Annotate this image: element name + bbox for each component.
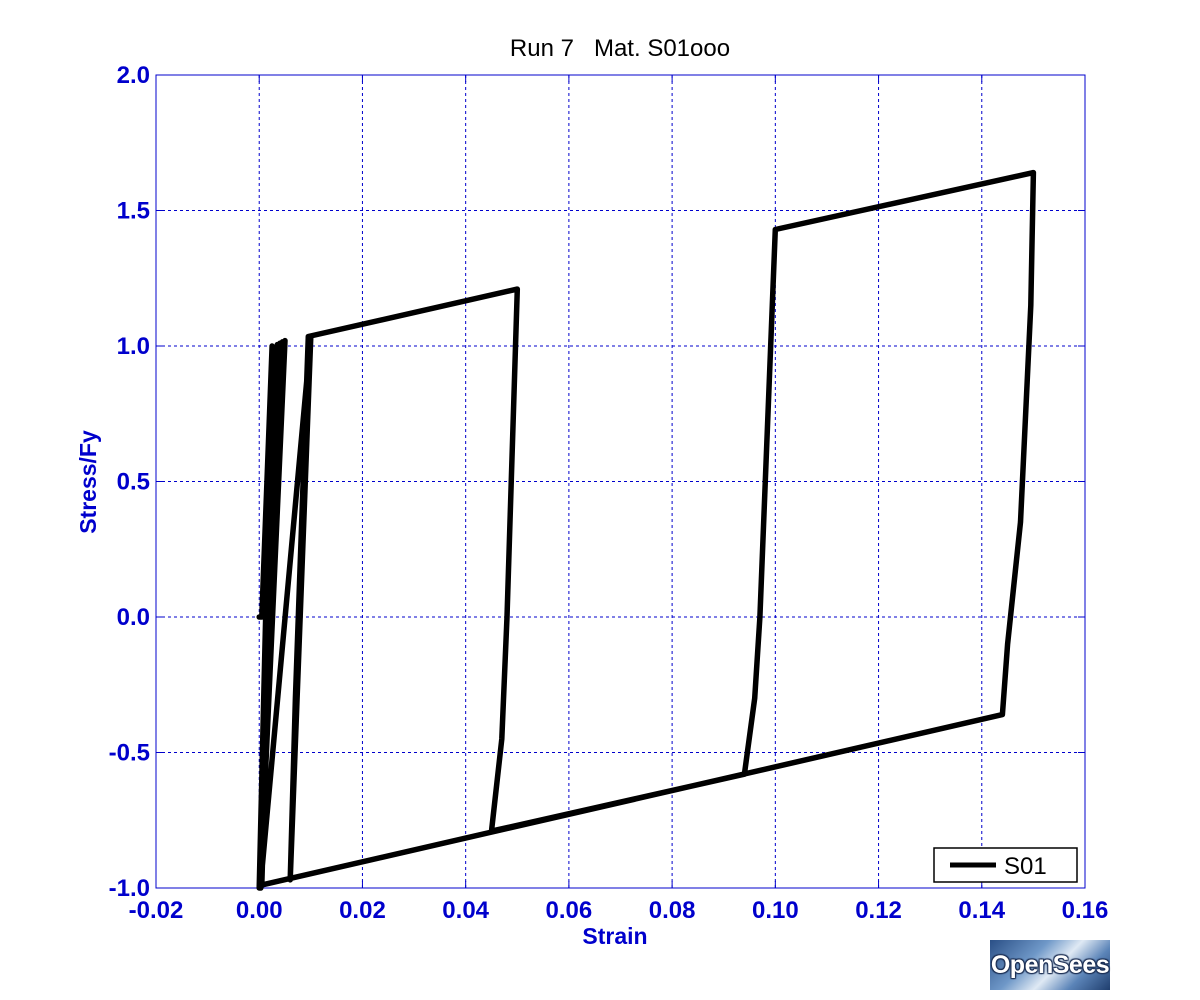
x-tick-labels: -0.02 0.00 0.02 0.04 0.06 0.08 0.10 0.12 0.14 0.1…	[129, 897, 1109, 924]
y-tick-label: 0.5	[117, 469, 150, 496]
x-tick-label: -0.02	[129, 897, 184, 924]
x-tick-label: 0.10	[752, 897, 799, 924]
x-tick-label: 0.08	[649, 897, 696, 924]
y-tick-label: -0.5	[109, 740, 150, 767]
y-tick-label: 2.0	[117, 62, 150, 89]
grid	[156, 75, 1085, 888]
opensees-logo: OpenSees	[990, 940, 1110, 990]
x-tick-label: 0.04	[442, 897, 489, 924]
x-axis-label: Strain	[582, 923, 647, 949]
legend-label-s01: S01	[1004, 853, 1047, 880]
chart-title: Run 7 Mat. S01ooo	[510, 35, 730, 62]
logo-text: OpenSees	[990, 950, 1110, 979]
y-axis-label: Stress/Fy	[75, 430, 101, 534]
y-tick-label: 1.5	[117, 198, 150, 225]
legend: S01	[933, 847, 1078, 883]
x-tick-label: 0.06	[546, 897, 593, 924]
x-tick-label: 0.16	[1062, 897, 1109, 924]
x-tick-label: 0.00	[236, 897, 283, 924]
y-tick-label: -1.0	[109, 875, 150, 902]
tick-marks	[155, 74, 1086, 889]
series-layer	[256, 169, 1037, 891]
y-tick-labels: -1.0 -0.5 0.0 0.5 1.0 1.5 2.0	[109, 62, 150, 902]
series-line-s01	[256, 169, 1037, 891]
y-tick-label: 1.0	[117, 333, 150, 360]
x-tick-label: 0.12	[855, 897, 902, 924]
x-tick-label: 0.02	[339, 897, 386, 924]
x-tick-label: 0.14	[958, 897, 1005, 924]
y-tick-label: 0.0	[117, 604, 150, 631]
